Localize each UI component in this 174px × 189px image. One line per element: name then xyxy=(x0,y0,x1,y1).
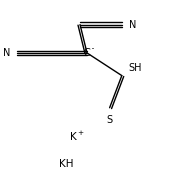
Text: K$^+$: K$^+$ xyxy=(69,129,84,143)
Text: S: S xyxy=(106,115,113,125)
Text: ·: · xyxy=(90,43,94,56)
Text: N: N xyxy=(129,20,136,29)
Text: SH: SH xyxy=(129,63,142,73)
Text: C: C xyxy=(84,48,90,58)
Text: KH: KH xyxy=(59,160,73,169)
Text: N: N xyxy=(3,48,10,58)
